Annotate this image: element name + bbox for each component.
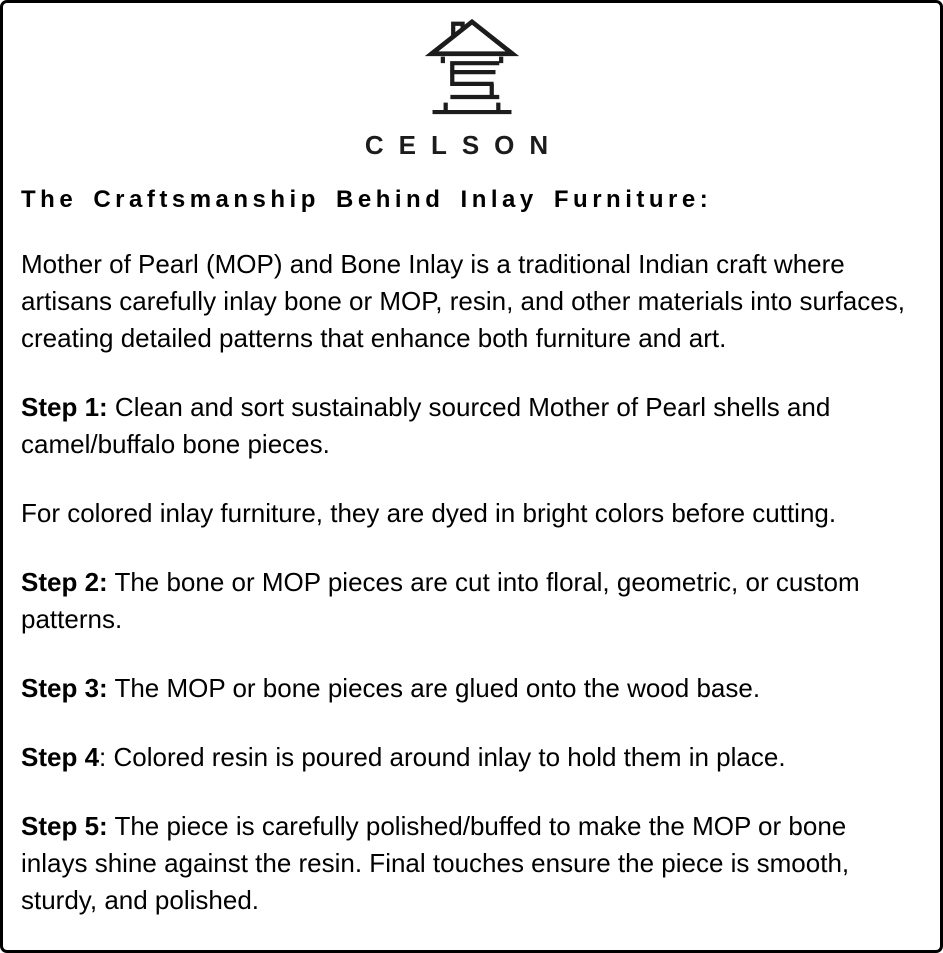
step-5-label: Step 5:	[21, 811, 108, 841]
paragraph-text: Mother of Pearl (MOP) and Bone Inlay is …	[21, 249, 905, 353]
paragraph-text: The MOP or bone pieces are glued onto th…	[107, 673, 761, 703]
step-3-paragraph: Step 3: The MOP or bone pieces are glued…	[21, 670, 905, 707]
body-content: Mother of Pearl (MOP) and Bone Inlay is …	[3, 246, 940, 919]
paragraph-text: : Colored resin is poured around inlay t…	[99, 742, 786, 772]
step-3-label: Step 3:	[21, 673, 108, 703]
step-2-label: Step 2:	[21, 567, 108, 597]
paragraph-text: The bone or MOP pieces are cut into flor…	[21, 567, 860, 634]
paragraph-text: Clean and sort sustainably sourced Mothe…	[21, 392, 831, 459]
step-2-paragraph: Step 2: The bone or MOP pieces are cut i…	[21, 564, 905, 638]
logo-block: CELSON	[3, 3, 940, 161]
step-5-paragraph: Step 5: The piece is carefully polished/…	[21, 808, 905, 919]
step-1-paragraph: Step 1: Clean and sort sustainably sourc…	[21, 389, 905, 463]
paragraph-text: For colored inlay furniture, they are dy…	[21, 498, 837, 528]
page-title: The Craftsmanship Behind Inlay Furniture…	[21, 186, 713, 213]
celson-house-logo-icon	[424, 11, 519, 121]
paragraph-text: The piece is carefully polished/buffed t…	[21, 811, 850, 915]
step-1-label: Step 1:	[21, 392, 108, 422]
step-4-label: Step 4	[21, 742, 100, 772]
colored-inlay-note-paragraph: For colored inlay furniture, they are dy…	[21, 495, 905, 532]
step-4-paragraph: Step 4: Colored resin is poured around i…	[21, 739, 905, 776]
brand-name: CELSON	[364, 130, 564, 160]
intro-paragraph: Mother of Pearl (MOP) and Bone Inlay is …	[21, 246, 905, 357]
